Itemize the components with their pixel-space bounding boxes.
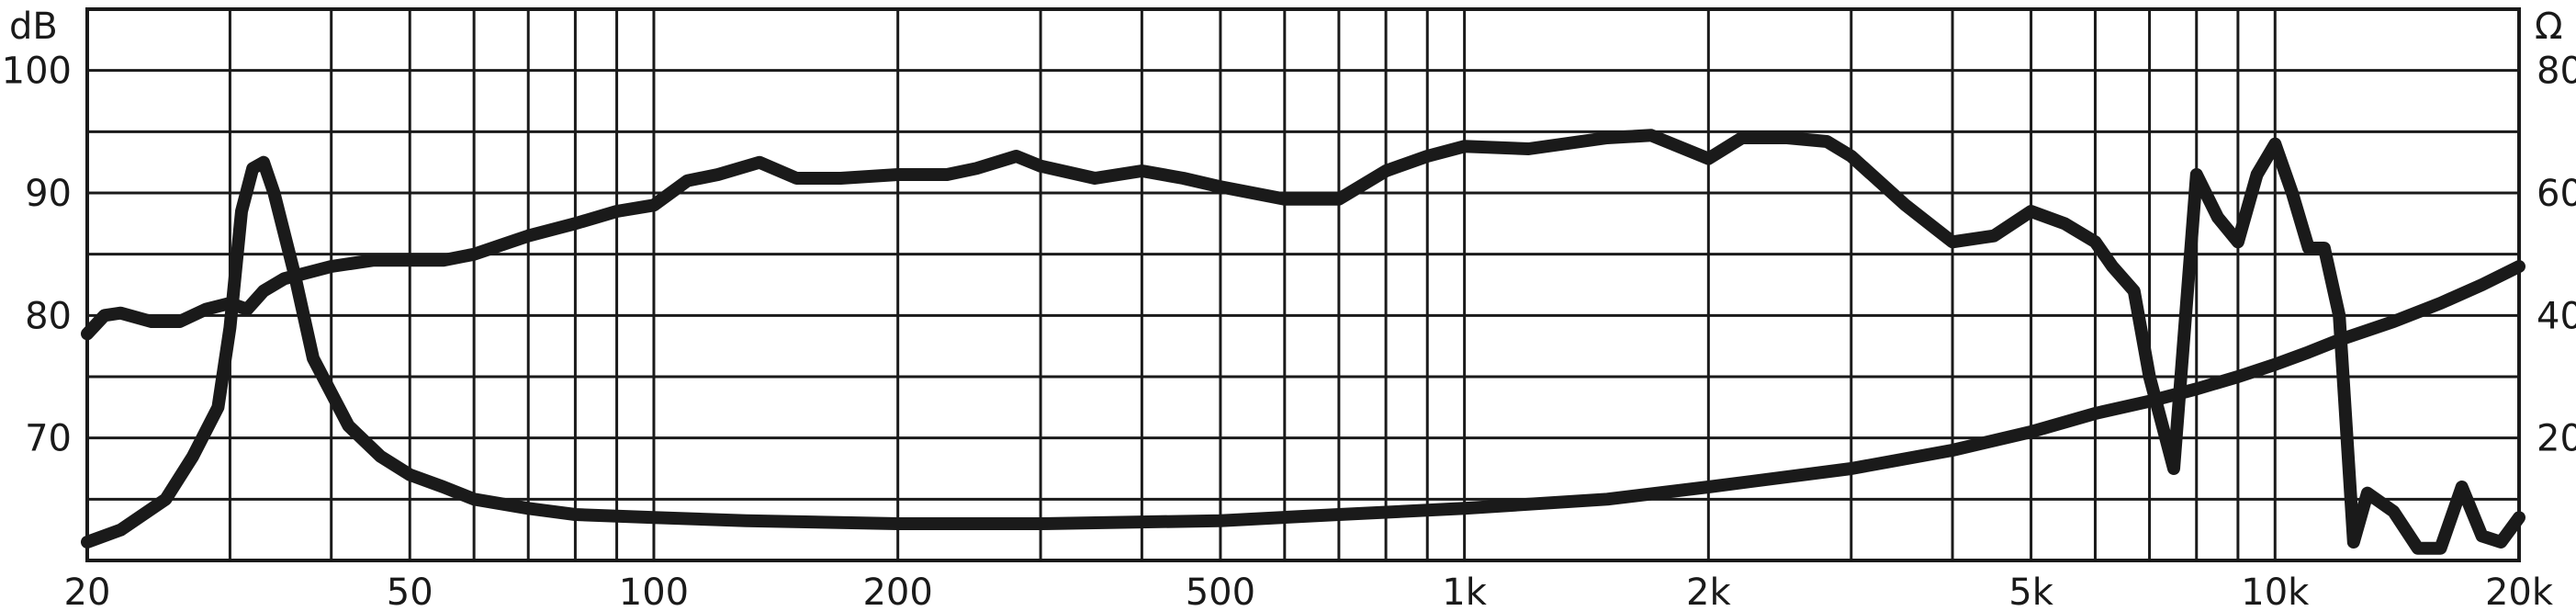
spl-curve (81, 129, 2525, 555)
chart-curves (81, 129, 2525, 555)
left-y-tick-label: 100 (2, 51, 72, 93)
right-y-tick-label: 40 (2537, 295, 2576, 337)
right-axis-unit: Ω (2535, 6, 2563, 48)
chart-grid (87, 9, 2519, 560)
left-y-tick-label: 80 (25, 295, 72, 337)
left-y-tick-label: 70 (25, 418, 72, 460)
right-y-tick-label: 20 (2537, 418, 2576, 460)
x-tick-label: 1k (1442, 571, 1487, 611)
x-tick-label: 5k (2008, 571, 2053, 611)
chart-labels: dB Ω 20 50 100 200 500 1k 2k 5k 10k 20k 70 80 90 100 2… (2, 6, 2576, 611)
x-tick-label: 50 (387, 571, 433, 611)
x-tick-label: 10k (2241, 571, 2310, 611)
x-tick-label: 2k (1686, 571, 1731, 611)
x-tick-label: 200 (862, 571, 932, 611)
left-y-tick-label: 90 (25, 173, 72, 215)
right-y-tick-label: 60 (2537, 173, 2576, 215)
x-tick-label: 20 (64, 571, 111, 611)
x-tick-label: 100 (619, 571, 689, 611)
right-y-tick-label: 80 (2537, 51, 2576, 93)
x-tick-label: 500 (1186, 571, 1255, 611)
impedance-curve (81, 155, 2525, 549)
x-tick-label: 20k (2485, 571, 2554, 611)
left-axis-unit: dB (9, 6, 58, 48)
plot-frame (85, 7, 2521, 562)
